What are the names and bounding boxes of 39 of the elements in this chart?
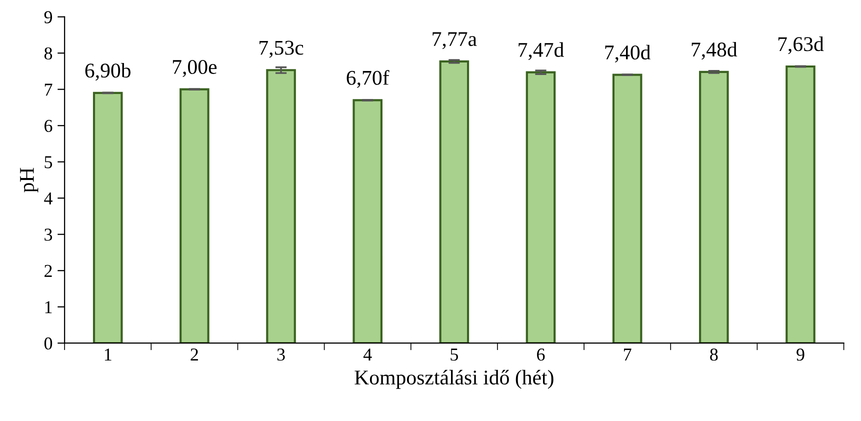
- bar: [439, 60, 470, 344]
- y-tick-label: 4: [44, 192, 52, 204]
- y-tick-label: 9: [44, 11, 52, 24]
- bar: [352, 99, 382, 344]
- bar: [699, 70, 729, 344]
- y-tick-label: 0: [44, 337, 52, 350]
- bar: [266, 69, 296, 344]
- y-tick-label: 2: [44, 264, 52, 277]
- data-label: 7,53c: [260, 40, 304, 58]
- bar: [180, 88, 210, 344]
- data-label: 7,63d: [778, 36, 824, 54]
- x-tick-label: 2: [190, 348, 198, 361]
- x-tick-label: 9: [796, 348, 804, 361]
- bar: [786, 65, 816, 344]
- data-label: 7,48d: [692, 42, 738, 60]
- x-tick-label: 1: [104, 348, 112, 361]
- y-tick-label: 8: [44, 47, 52, 60]
- y-axis-title: pH: [20, 168, 38, 192]
- x-tick-label: 4: [363, 348, 372, 361]
- x-tick-label: 5: [450, 348, 458, 361]
- y-tick-label: 3: [44, 228, 52, 241]
- x-tick-label: 8: [710, 348, 718, 361]
- data-label: 7,40d: [605, 44, 651, 62]
- bar: [92, 92, 123, 344]
- x-tick-label: 3: [277, 348, 285, 361]
- y-tick-label: 5: [44, 156, 52, 168]
- y-tick-label: 7: [44, 84, 52, 96]
- data-label: 7,47d: [518, 42, 564, 60]
- x-tick-label: 7: [624, 348, 632, 361]
- data-label: 6,90b: [85, 62, 131, 81]
- bar: [612, 74, 642, 344]
- data-label: 6,70f: [346, 70, 390, 88]
- x-tick-label: 6: [537, 348, 545, 361]
- y-tick-label: 6: [44, 120, 52, 132]
- data-label: 7,00e: [172, 60, 217, 77]
- x-axis-title: Komposztálási idő (hét): [354, 370, 554, 389]
- bar: [526, 71, 556, 344]
- y-tick-label: 1: [45, 301, 52, 314]
- data-label: 7,77a: [432, 32, 477, 50]
